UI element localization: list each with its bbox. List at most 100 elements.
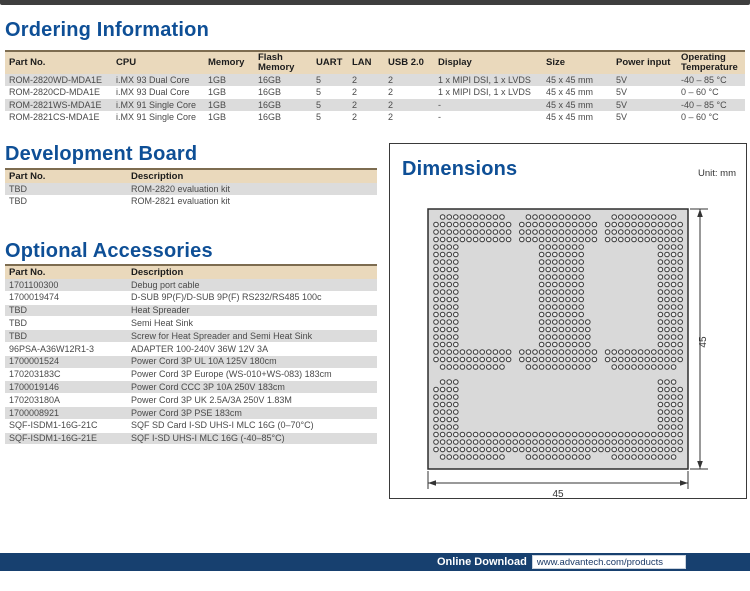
- bga-pad-array: [433, 214, 683, 460]
- table-cell: 2: [388, 87, 394, 97]
- table-cell: 5V: [616, 87, 628, 97]
- table-cell: ROM-2821WS-MDA1E: [9, 99, 102, 110]
- table-cell: 5V: [616, 99, 628, 110]
- column-header: CPU: [116, 57, 137, 68]
- module-board-outline: [427, 208, 689, 470]
- column-header: Part No.: [9, 57, 46, 68]
- table-cell: 5: [316, 112, 322, 122]
- table-cell: ROM-2820 evaluation kit: [131, 183, 231, 194]
- table-cell: 0 – 60 °C: [681, 87, 719, 97]
- table-cell: i.MX 93 Dual Core: [116, 87, 190, 97]
- section-title-dimensions: Dimensions: [402, 158, 518, 180]
- column-header: Part No.: [9, 266, 46, 278]
- table-cell: 0 – 60 °C: [681, 112, 719, 122]
- download-url-box[interactable]: www.advantech.com/products: [531, 555, 686, 569]
- table-cell: Power Cord 3P Europe (WS-010+WS-083) 183…: [131, 369, 332, 380]
- optional-accessories-table: Part No. Description 1701100300 Debug port …: [5, 264, 377, 446]
- table-cell: 5: [316, 74, 322, 85]
- table-cell: SQF SD Card I-SD UHS-I MLC 16G (0–70°C): [131, 420, 314, 431]
- column-header: Operating Temperature: [681, 52, 738, 73]
- table-row: ROM-2821CS-MDA1E i.MX 91 Single Core 1GB 16…: [5, 111, 745, 124]
- column-header: Flash Memory: [258, 52, 295, 73]
- table-cell: TBD: [9, 318, 27, 329]
- table-cell: 2: [352, 74, 358, 85]
- width-dimension-value: 45: [552, 489, 564, 499]
- column-header: Display: [438, 57, 472, 68]
- table-cell: 2: [352, 87, 358, 97]
- download-url[interactable]: www.advantech.com/products: [536, 556, 664, 568]
- table-cell: ROM-2820CD-MDA1E: [9, 87, 101, 97]
- section-title-optional-accessories: Optional Accessories: [5, 240, 213, 262]
- table-cell: Power Cord CCC 3P 10A 250V 183cm: [131, 382, 285, 393]
- table-cell: -40 – 85 °C: [681, 99, 727, 110]
- table-cell: i.MX 91 Single Core: [116, 99, 197, 110]
- table-cell: 1 x MIPI DSI, 1 x LVDS: [438, 74, 531, 85]
- column-header: LAN: [352, 57, 372, 68]
- table-row: SQF-ISDM1-16G-21C SQF SD Card I-SD UHS-I …: [5, 419, 377, 433]
- table-cell: 1GB: [208, 87, 227, 97]
- table-row: TBD ROM-2820 evaluation kit: [5, 183, 377, 196]
- section-title-development-board: Development Board: [5, 143, 198, 165]
- column-header: Memory: [208, 57, 245, 68]
- dimensions-panel: Dimensions Unit: mm 45 45: [389, 143, 747, 499]
- table-cell: 1GB: [208, 99, 227, 110]
- table-cell: 1700019146: [9, 382, 60, 393]
- table-cell: 16GB: [258, 74, 282, 85]
- online-download-label: Online Download: [437, 556, 527, 568]
- table-cell: 170203183C: [9, 369, 61, 380]
- table-cell: Power Cord 3P UK 2.5A/3A 250V 1.83M: [131, 394, 292, 405]
- table-cell: SQF I-SD UHS-I MLC 16G (-40–85°C): [131, 433, 285, 444]
- table-row: 170203183C Power Cord 3P Europe (WS-010+W…: [5, 368, 377, 382]
- table-cell: 5V: [616, 112, 628, 122]
- table-cell: Screw for Heat Spreader and Semi Heat Si…: [131, 330, 313, 341]
- table-cell: Power Cord 3P PSE 183cm: [131, 407, 242, 418]
- table-cell: 1701100300: [9, 279, 59, 290]
- column-header: USB 2.0: [388, 57, 424, 68]
- table-row: ROM-2821WS-MDA1E i.MX 91 Single Core 1GB 16…: [5, 99, 745, 112]
- table-cell: 45 x 45 mm: [546, 74, 594, 85]
- table-row: ROM-2820CD-MDA1E i.MX 93 Dual Core 1GB 16GB…: [5, 86, 745, 99]
- table-cell: -: [438, 99, 441, 110]
- table-cell: 1 x MIPI DSI, 1 x LVDS: [438, 87, 531, 97]
- table-cell: 1700008921: [9, 407, 60, 418]
- table-cell: 16GB: [258, 112, 282, 122]
- table-cell: SQF-ISDM1-16G-21E: [9, 433, 98, 444]
- table-cell: ROM-2821CS-MDA1E: [9, 112, 100, 122]
- dimensions-unit-label: Unit: mm: [698, 168, 736, 179]
- table-row: 1700019474 D-SUB 9P(F)/D-SUB 9P(F) RS232/…: [5, 291, 377, 305]
- table-cell: i.MX 93 Dual Core: [116, 74, 190, 85]
- table-row: 1701100300 Debug port cable: [5, 279, 377, 292]
- table-row: TBD Semi Heat Sink: [5, 317, 377, 331]
- table-header-row: Part No. Description: [5, 264, 377, 279]
- page-top-divider: [0, 0, 750, 5]
- column-header: Description: [131, 266, 184, 278]
- table-row: TBD Screw for Heat Spreader and Semi Heat…: [5, 330, 377, 343]
- table-cell: 1GB: [208, 74, 227, 85]
- table-cell: 170203180A: [9, 394, 61, 405]
- table-cell: 45 x 45 mm: [546, 87, 594, 97]
- column-header: Description: [131, 170, 184, 182]
- table-cell: Semi Heat Sink: [131, 318, 194, 329]
- column-header: UART: [316, 57, 343, 68]
- table-cell: 2: [388, 112, 394, 122]
- table-row: 1700008921 Power Cord 3P PSE 183cm: [5, 406, 377, 420]
- section-title-ordering-information: Ordering Information: [5, 19, 209, 41]
- table-cell: 5: [316, 87, 322, 97]
- table-cell: 5V: [616, 74, 628, 85]
- table-cell: Power Cord 3P UL 10A 125V 180cm: [131, 356, 277, 367]
- column-header: Part No.: [9, 170, 46, 182]
- table-cell: 5: [316, 99, 322, 110]
- table-cell: Debug port cable: [131, 279, 200, 290]
- table-cell: ROM-2820WD-MDA1E: [9, 74, 103, 85]
- table-header-row: Part No. CPU Memory Flash Memory UART LAN USB …: [5, 50, 745, 74]
- table-cell: 2: [352, 112, 358, 122]
- table-cell: 1GB: [208, 112, 227, 122]
- table-cell: D-SUB 9P(F)/D-SUB 9P(F) RS232/RS485 100c: [131, 292, 322, 303]
- table-row: TBD ROM-2821 evaluation kit: [5, 195, 377, 209]
- development-board-table: Part No. Description TBD ROM-2820 evaluatio…: [5, 168, 377, 209]
- table-cell: 2: [352, 99, 358, 110]
- table-cell: -: [438, 112, 441, 122]
- table-cell: 96PSA-A36W12R1-3: [9, 343, 95, 354]
- table-cell: TBD: [9, 330, 27, 341]
- table-cell: 2: [388, 74, 394, 85]
